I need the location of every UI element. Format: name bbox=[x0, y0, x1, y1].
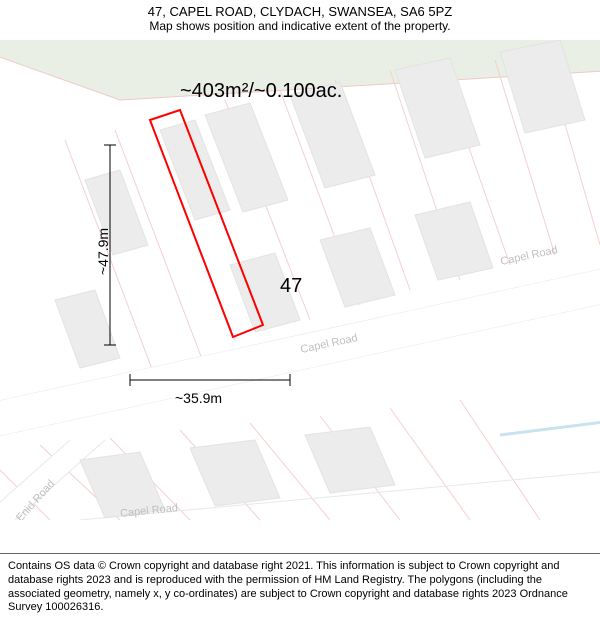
header: 47, CAPEL ROAD, CLYDACH, SWANSEA, SA6 5P… bbox=[0, 0, 600, 35]
height-label: ~47.9m bbox=[95, 228, 111, 275]
area-label: ~403m²/~0.100ac. bbox=[180, 80, 342, 103]
map-viewport: ~403m²/~0.100ac. ~47.9m ~35.9m 47 Capel … bbox=[0, 40, 600, 520]
map-subtitle: Map shows position and indicative extent… bbox=[0, 19, 600, 33]
map-container: 47, CAPEL ROAD, CLYDACH, SWANSEA, SA6 5P… bbox=[0, 0, 600, 625]
map-title: 47, CAPEL ROAD, CLYDACH, SWANSEA, SA6 5P… bbox=[0, 4, 600, 19]
width-label: ~35.9m bbox=[175, 390, 222, 406]
copyright-footer: Contains OS data © Crown copyright and d… bbox=[0, 553, 600, 625]
property-number: 47 bbox=[280, 275, 302, 298]
